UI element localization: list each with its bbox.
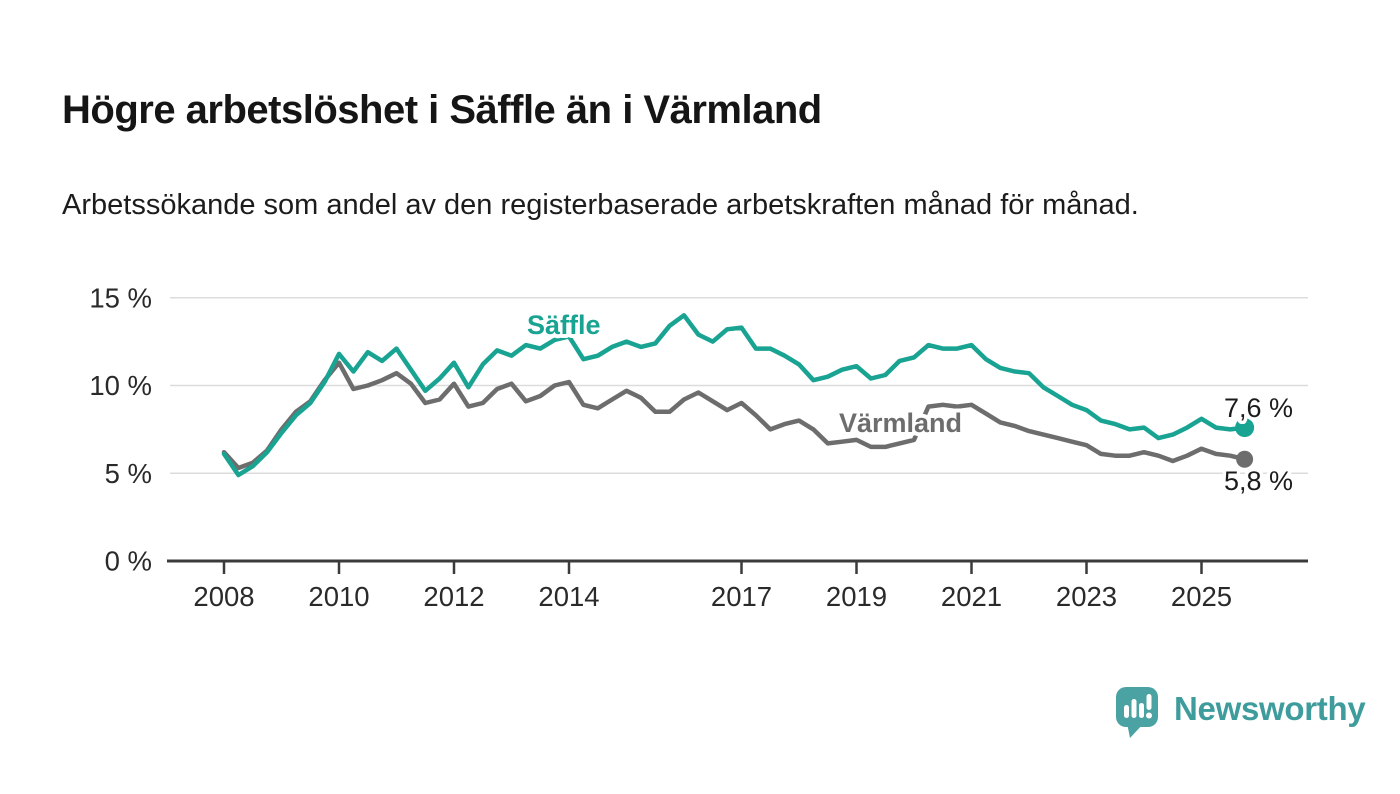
x-tick-label: 2017 bbox=[711, 581, 772, 612]
y-tick-label: 15 % bbox=[89, 282, 152, 313]
speech-bubble-icon bbox=[1116, 687, 1158, 738]
bar-chart-icon bbox=[1124, 699, 1144, 718]
exclamation-icon bbox=[1146, 694, 1152, 719]
x-tick-label: 2021 bbox=[941, 581, 1002, 612]
x-tick-label: 2023 bbox=[1056, 581, 1117, 612]
brand-footer: Newsworthy bbox=[1115, 686, 1366, 739]
x-tick-label: 2019 bbox=[826, 581, 887, 612]
saffle-end-dot bbox=[1235, 418, 1255, 438]
x-tick-label: 2008 bbox=[193, 581, 254, 612]
x-tick-label: 2012 bbox=[423, 581, 484, 612]
y-tick-label: 10 % bbox=[89, 370, 152, 401]
saffle-series-label: Säffle bbox=[527, 310, 601, 340]
varmland-end-value: 5,8 % bbox=[1224, 466, 1293, 496]
x-tick-label: 2010 bbox=[308, 581, 369, 612]
y-tick-label: 5 % bbox=[105, 458, 152, 489]
y-tick-label: 0 % bbox=[105, 546, 152, 577]
x-tick-label: 2014 bbox=[538, 581, 599, 612]
saffle-end-value: 7,6 % bbox=[1224, 393, 1293, 423]
chart-subtitle: Arbetssökande som andel av den registerb… bbox=[62, 189, 1139, 221]
varmland-series-label: Värmland bbox=[839, 408, 962, 438]
brand-name: Newsworthy bbox=[1174, 689, 1366, 727]
x-tick-label: 2025 bbox=[1171, 581, 1232, 612]
varmland-end-dot bbox=[1236, 450, 1254, 468]
page-title: Högre arbetslöshet i Säffle än i Värmlan… bbox=[62, 87, 822, 132]
saffle-line bbox=[221, 313, 1247, 478]
varmland-line bbox=[221, 360, 1247, 471]
newsworthy-logo-icon bbox=[1116, 687, 1158, 738]
